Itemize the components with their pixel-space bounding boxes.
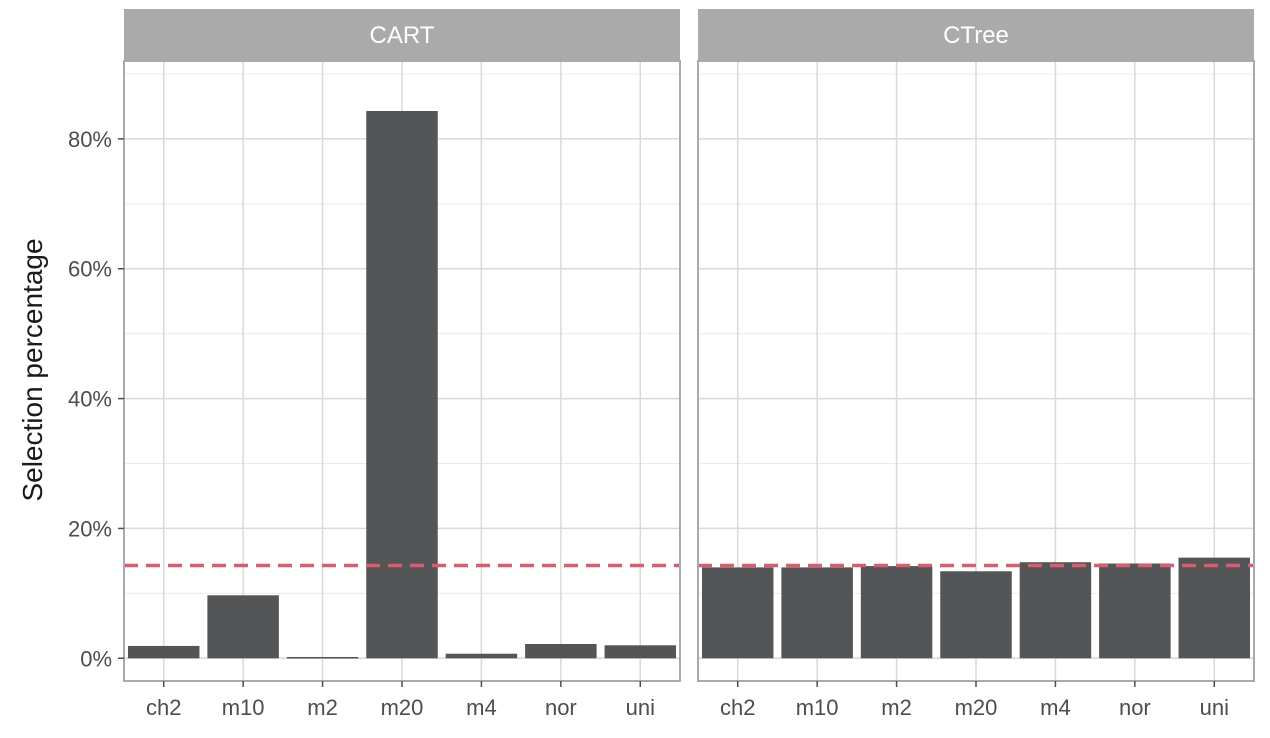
- y-tick-label: 60%: [68, 257, 112, 282]
- x-tick-label: nor: [1119, 695, 1151, 720]
- bar-ch2: [701, 567, 774, 659]
- x-tick-label: uni: [626, 695, 655, 720]
- bar-m4: [1019, 562, 1092, 659]
- bar-uni: [604, 645, 677, 659]
- panel-strip: [124, 9, 680, 61]
- bar-m10: [781, 567, 853, 659]
- x-tick-label: ch2: [146, 695, 181, 720]
- panel-strip: [698, 9, 1254, 61]
- panels-layer: CART ch2 m10 m2 m20 m4 nor uni 0% 20% 40% 60% 80% CTr…: [68, 9, 1255, 720]
- bar-nor: [1099, 563, 1171, 659]
- x-tick-label: m4: [466, 695, 497, 720]
- y-tick-label: 0%: [80, 646, 112, 671]
- x-tick-label: m20: [381, 695, 424, 720]
- panel-cart: CART ch2 m10 m2 m20 m4 nor uni 0% 20% 40% 60% 80%: [68, 9, 681, 720]
- x-tick-label: m4: [1040, 695, 1071, 720]
- y-tick-label: 80%: [68, 127, 112, 152]
- x-tick-label: m2: [881, 695, 912, 720]
- x-tick-label: ch2: [720, 695, 755, 720]
- bar-nor: [525, 643, 597, 659]
- bar-m2: [286, 656, 359, 659]
- x-tick-label: m2: [307, 695, 338, 720]
- x-tick-label: m10: [796, 695, 839, 720]
- x-tick-label: uni: [1200, 695, 1229, 720]
- bar-m10: [207, 595, 279, 659]
- panel-ctree: CTree ch2 m10 m2 m20 m4 nor uni: [697, 9, 1255, 720]
- x-tick-label: m20: [955, 695, 998, 720]
- panel-title: CART: [370, 22, 435, 49]
- y-tick-label: 40%: [68, 387, 112, 412]
- bar-m20: [940, 571, 1012, 659]
- y-axis-label: Selection percentage: [17, 238, 48, 501]
- x-tick-label: nor: [545, 695, 577, 720]
- bar-m20: [366, 110, 438, 659]
- bar-ch2: [127, 645, 200, 659]
- panel-title: CTree: [943, 22, 1009, 49]
- y-tick-label: 20%: [68, 516, 112, 541]
- bar-uni: [1178, 557, 1251, 659]
- bar-m4: [445, 653, 518, 659]
- x-tick-label: m10: [222, 695, 265, 720]
- bar-m2: [860, 566, 933, 659]
